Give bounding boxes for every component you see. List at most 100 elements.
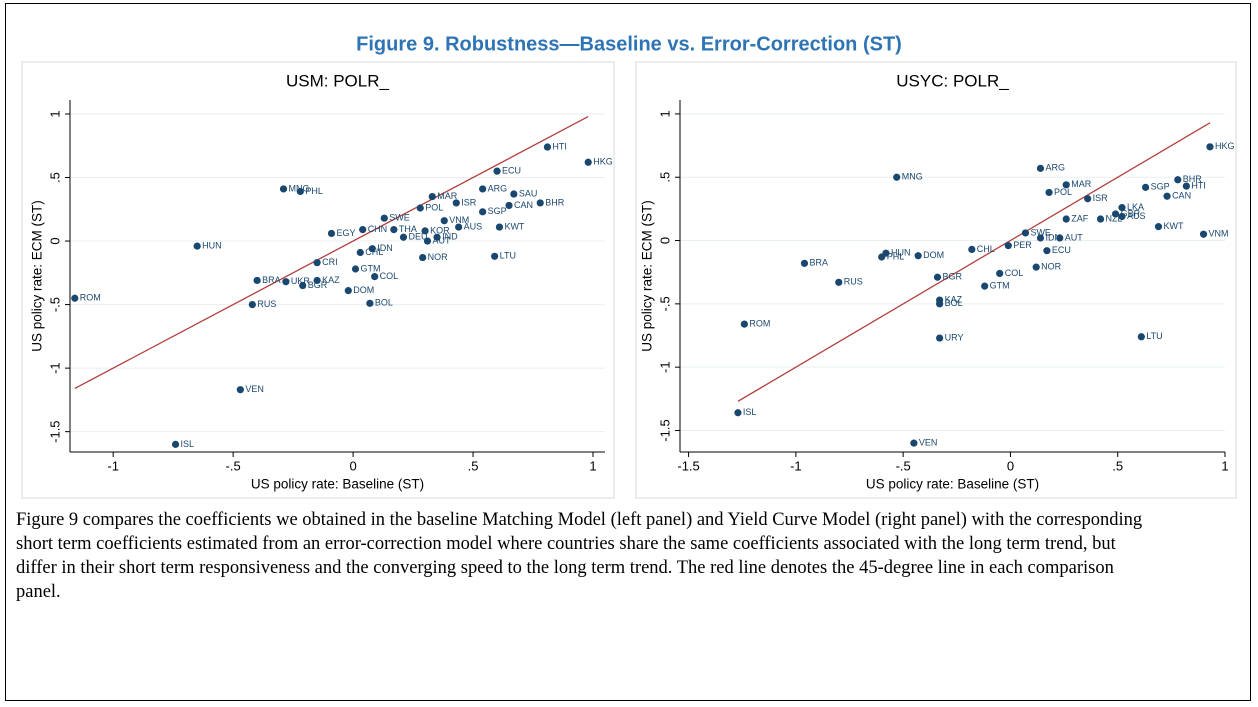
point — [416, 204, 424, 212]
point-label: RUS — [844, 277, 863, 287]
point — [740, 320, 748, 328]
point — [491, 252, 499, 260]
point — [996, 269, 1004, 278]
point — [421, 227, 429, 235]
point — [344, 287, 352, 295]
point-label: SGP — [488, 206, 507, 216]
point-label: HKG — [593, 157, 613, 167]
panel-title: USM: POLR_ — [286, 71, 390, 90]
point — [248, 300, 256, 309]
point-label: BGR — [942, 272, 962, 282]
point — [1084, 195, 1092, 203]
point — [800, 259, 809, 267]
x-tick-label: -.5 — [226, 458, 241, 473]
point-label: ECU — [502, 166, 521, 176]
x-tick-label: -.5 — [896, 458, 911, 473]
y-tick-label: -1.5 — [47, 420, 62, 442]
point — [1174, 176, 1182, 184]
point — [433, 233, 441, 241]
point-label: URY — [945, 332, 964, 342]
point — [236, 386, 244, 394]
point — [510, 190, 518, 198]
point — [933, 273, 942, 281]
point-label: ISR — [461, 197, 477, 207]
point — [1021, 229, 1030, 237]
point-label: SWE — [389, 213, 410, 223]
point — [1118, 212, 1126, 221]
figure-frame — [5, 3, 1251, 701]
point — [359, 226, 367, 234]
figure: Figure 9. Robustness—Baseline vs. Error-… — [21, 33, 1237, 499]
y-tick-label: 0 — [657, 237, 672, 244]
point-label: LKA — [1127, 202, 1144, 212]
point-label: ISR — [1093, 193, 1109, 203]
point — [981, 282, 989, 290]
point-label: SGP — [1151, 182, 1170, 192]
point-label: COL — [1005, 268, 1024, 278]
y-axis-label: US policy rate: ECM (ST) — [640, 200, 655, 352]
point — [495, 223, 504, 231]
plot-area — [680, 100, 1225, 452]
y-tick-label: -1 — [47, 362, 62, 374]
point-label: HUN — [891, 248, 911, 258]
point — [1062, 215, 1070, 223]
point — [1045, 188, 1053, 197]
point — [296, 187, 304, 196]
point — [1142, 183, 1150, 191]
point-label: CHL — [365, 247, 383, 257]
y-tick-label: -1.5 — [657, 419, 672, 441]
point — [440, 217, 448, 225]
x-tick-label: -1 — [107, 458, 119, 473]
point-label: LTU — [1146, 331, 1162, 341]
point-label: DEU — [408, 232, 427, 242]
point — [71, 294, 79, 302]
point — [835, 278, 843, 286]
point-label: SWE — [1030, 227, 1051, 237]
point-label: GTM — [990, 281, 1010, 291]
point — [1118, 204, 1126, 212]
x-tick-label: 1 — [1221, 458, 1228, 473]
point — [327, 229, 336, 238]
point — [1036, 164, 1045, 172]
point — [399, 233, 408, 241]
x-tick-label: -1.5 — [677, 458, 699, 473]
point-label: KWT — [504, 221, 524, 231]
point-label: ARG — [1045, 163, 1065, 173]
point — [493, 167, 501, 175]
point-label: IND — [442, 232, 458, 242]
point — [299, 281, 307, 290]
point — [543, 143, 552, 151]
point-label: UKR — [291, 276, 311, 286]
point-label: PHL — [305, 186, 323, 196]
point — [479, 208, 487, 216]
point — [1004, 242, 1012, 250]
point-label: VEN — [245, 384, 264, 394]
point-label: CRI — [322, 257, 338, 267]
point — [536, 199, 544, 207]
caption: Figure 9 compares the coefficients we ob… — [16, 510, 1143, 602]
point-label: CHL — [977, 244, 995, 254]
point-label: BHR — [545, 197, 565, 207]
point — [390, 226, 398, 234]
point-label: NOR — [428, 252, 449, 262]
point-label: ROM — [80, 293, 101, 303]
point-label: CAN — [514, 200, 533, 210]
point-label: ARG — [488, 183, 508, 193]
plot-area — [70, 100, 605, 452]
point — [282, 278, 290, 286]
point-label: AUT — [1065, 232, 1084, 242]
point — [893, 173, 901, 181]
point-label: MAR — [1071, 179, 1092, 189]
x-tick-label: 1 — [589, 458, 596, 473]
point — [171, 440, 180, 448]
point-label: HUN — [202, 241, 222, 251]
point-label: ROM — [749, 318, 770, 328]
point-label: DOM — [353, 285, 374, 295]
point-label: SAU — [519, 188, 538, 198]
point-label: ECU — [1052, 245, 1071, 255]
point — [1199, 230, 1208, 238]
point — [1206, 143, 1214, 151]
point — [1137, 333, 1145, 341]
point-label: BOL — [375, 298, 393, 308]
point-label: NZL — [1106, 213, 1123, 223]
